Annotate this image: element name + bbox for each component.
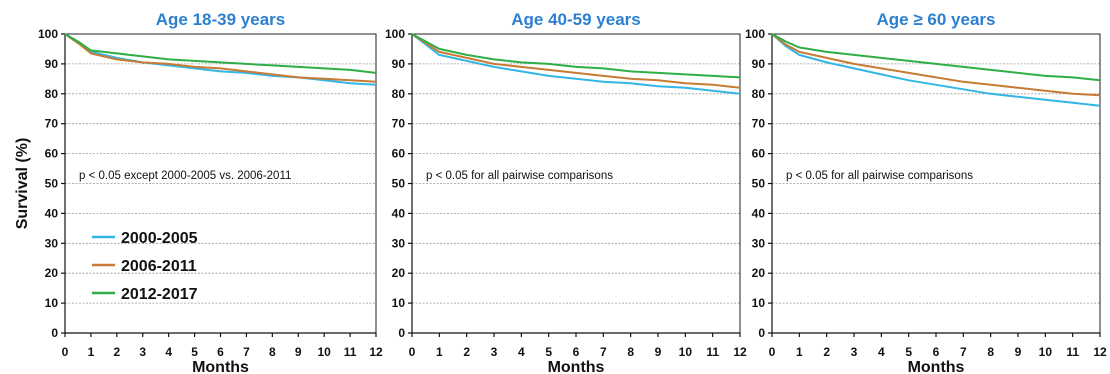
legend-label: 2000-2005 [121, 230, 198, 247]
y-tick-label: 30 [392, 236, 406, 250]
x-tick-label: 6 [933, 345, 940, 359]
x-tick-label: 3 [851, 345, 858, 359]
p-value-annotation: p < 0.05 for all pairwise comparisons [786, 170, 973, 182]
x-tick-label: 11 [344, 345, 357, 359]
x-tick-label: 6 [573, 345, 580, 359]
x-tick-label: 8 [269, 345, 276, 359]
y-tick-label: 80 [45, 87, 59, 101]
legend-label: 2012-2017 [121, 286, 198, 303]
x-tick-label: 2 [463, 345, 470, 359]
series-line-2000-2005 [771, 33, 1101, 107]
series-line-2012-2017 [411, 33, 741, 79]
y-tick-label: 10 [45, 296, 59, 310]
series-line-2000-2005 [411, 33, 741, 95]
p-value-annotation: p < 0.05 except 2000-2005 vs. 2006-2011 [79, 170, 291, 182]
y-tick-label: 90 [392, 57, 406, 71]
x-tick-label: 7 [960, 345, 967, 359]
y-tick-label: 0 [758, 326, 765, 340]
y-tick-label: 60 [752, 147, 766, 161]
y-tick-label: 60 [45, 147, 59, 161]
y-tick-label: 40 [392, 206, 406, 220]
y-tick-label: 100 [745, 27, 765, 41]
y-tick-label: 30 [45, 236, 59, 250]
y-tick-label: 40 [45, 206, 59, 220]
x-tick-label: 6 [217, 345, 224, 359]
x-tick-label: 12 [1093, 345, 1107, 359]
y-tick-label: 20 [45, 266, 59, 280]
x-tick-label: 0 [769, 345, 776, 359]
y-tick-label: 60 [392, 147, 406, 161]
y-tick-label: 80 [752, 87, 766, 101]
y-tick-label: 100 [38, 27, 58, 41]
series-line-2012-2017 [64, 33, 377, 74]
x-axis-title: Months [908, 359, 965, 374]
series-line-2006-2011 [771, 33, 1101, 97]
x-tick-label: 8 [627, 345, 634, 359]
x-tick-label: 9 [655, 345, 662, 359]
y-tick-label: 100 [385, 27, 405, 41]
x-tick-label: 9 [1015, 345, 1022, 359]
x-axis-title: Months [192, 359, 249, 374]
x-tick-label: 10 [1039, 345, 1053, 359]
series-line-2000-2005 [64, 33, 377, 86]
x-axis-title: Months [548, 359, 605, 374]
x-tick-label: 12 [369, 345, 383, 359]
x-tick-label: 3 [491, 345, 498, 359]
x-tick-label: 0 [409, 345, 416, 359]
y-axis-title: Survival (%) [14, 138, 31, 230]
y-tick-label: 40 [752, 206, 766, 220]
y-tick-label: 90 [752, 57, 766, 71]
x-tick-label: 8 [987, 345, 994, 359]
x-tick-label: 11 [706, 345, 719, 359]
y-tick-label: 0 [51, 326, 58, 340]
y-tick-label: 70 [392, 117, 406, 131]
y-tick-label: 20 [752, 266, 766, 280]
x-tick-label: 2 [823, 345, 830, 359]
x-tick-label: 12 [733, 345, 747, 359]
x-tick-label: 2 [113, 345, 120, 359]
y-tick-label: 70 [752, 117, 766, 131]
legend-label: 2006-2011 [121, 258, 197, 275]
y-tick-label: 50 [752, 177, 766, 191]
y-tick-label: 50 [392, 177, 406, 191]
x-tick-label: 5 [545, 345, 552, 359]
x-tick-label: 4 [878, 345, 885, 359]
y-tick-label: 20 [392, 266, 406, 280]
y-tick-label: 10 [392, 296, 406, 310]
x-tick-label: 3 [139, 345, 146, 359]
series-line-2006-2011 [411, 33, 741, 89]
y-tick-label: 0 [398, 326, 405, 340]
x-tick-label: 7 [243, 345, 250, 359]
x-tick-label: 4 [518, 345, 525, 359]
p-value-annotation: p < 0.05 for all pairwise comparisons [426, 170, 613, 182]
x-tick-label: 0 [62, 345, 69, 359]
x-tick-label: 9 [295, 345, 302, 359]
y-tick-label: 50 [45, 177, 59, 191]
panel-title: Age 18-39 years [156, 10, 285, 29]
x-tick-label: 5 [191, 345, 198, 359]
x-tick-label: 10 [317, 345, 331, 359]
series-line-2006-2011 [64, 33, 377, 83]
x-tick-label: 10 [679, 345, 693, 359]
series-line-2012-2017 [771, 33, 1101, 82]
x-tick-label: 1 [796, 345, 803, 359]
x-tick-label: 7 [600, 345, 607, 359]
x-tick-label: 11 [1066, 345, 1079, 359]
y-tick-label: 10 [752, 296, 766, 310]
x-tick-label: 1 [88, 345, 95, 359]
y-tick-label: 70 [45, 117, 59, 131]
y-tick-label: 80 [392, 87, 406, 101]
y-tick-label: 90 [45, 57, 59, 71]
panel-title: Age ≥ 60 years [877, 10, 996, 29]
x-tick-label: 4 [165, 345, 172, 359]
x-tick-label: 5 [905, 345, 912, 359]
y-tick-label: 30 [752, 236, 766, 250]
x-tick-label: 1 [436, 345, 443, 359]
panel-title: Age 40-59 years [511, 10, 640, 29]
